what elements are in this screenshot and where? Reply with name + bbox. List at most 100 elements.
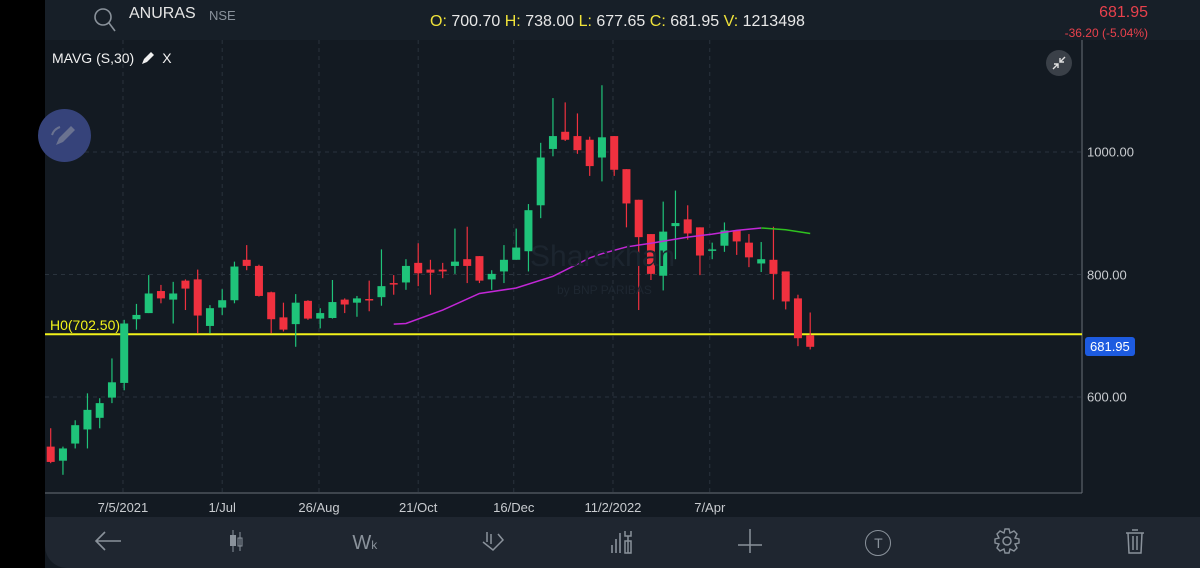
candle-body [426, 269, 435, 273]
last-price: 681.95 [1099, 4, 1148, 21]
search-icon[interactable] [92, 6, 118, 34]
settings-button[interactable] [987, 525, 1027, 561]
candle-body [499, 259, 508, 272]
candle-body [291, 302, 300, 325]
exchange-label: NSE [209, 8, 236, 23]
candle-body [683, 219, 692, 234]
collapse-arrows-icon [1052, 56, 1066, 70]
edit-pencil-icon[interactable] [140, 50, 156, 66]
time-tick-label: 16/Dec [493, 500, 535, 515]
crosshair-button[interactable] [730, 525, 770, 561]
candle-body [230, 266, 239, 301]
indicators-icon [607, 527, 637, 560]
watermark: Sharekhan [530, 240, 676, 273]
candle-body [475, 256, 484, 281]
text-tool-button[interactable]: T [858, 525, 898, 561]
price-tick-label: 800.00 [1087, 267, 1127, 282]
candle-body [389, 283, 398, 285]
candle-body [218, 300, 227, 308]
candle-body [365, 299, 374, 301]
candle-body [524, 210, 533, 252]
moving-average-tail [761, 227, 811, 235]
collapse-button[interactable] [1046, 50, 1072, 76]
candlestick-type-button[interactable] [216, 525, 256, 561]
candle-body [708, 249, 717, 251]
candle-body [181, 280, 190, 289]
candle-body [646, 234, 655, 274]
candle-body [561, 131, 570, 140]
back-icon [93, 529, 123, 558]
ohlc-readout: O: 700.70 H: 738.00 L: 677.65 C: 681.95 … [430, 13, 805, 31]
candle-body [71, 425, 80, 444]
candle-body [585, 139, 594, 167]
candle-body [573, 136, 582, 151]
draw-button[interactable] [38, 109, 91, 162]
candle-body [279, 317, 288, 330]
candle-body [744, 242, 753, 258]
symbol-name[interactable]: ANURAS [129, 5, 196, 22]
candle-body [132, 314, 141, 320]
candle-body [610, 136, 619, 170]
time-tick-label: 7/5/2021 [97, 500, 149, 515]
candle-body [95, 403, 104, 418]
candle-body [438, 269, 447, 272]
drawing-tools-button[interactable] [473, 525, 513, 561]
candle-body [695, 227, 704, 256]
pencil-icon [51, 126, 75, 145]
close-label: C: [649, 13, 666, 30]
delete-icon [1123, 527, 1147, 560]
candle-body [120, 323, 129, 383]
candle-body [169, 293, 178, 300]
candle-body [806, 335, 815, 347]
indicators-button[interactable] [602, 525, 642, 561]
back-button[interactable] [88, 525, 128, 561]
candle-body [720, 230, 729, 246]
delete-button[interactable] [1115, 525, 1155, 561]
candle-body [634, 199, 643, 238]
candle-body [352, 298, 361, 303]
candle-body [242, 259, 251, 266]
candlestick-type-icon [226, 527, 246, 560]
time-tick-label: 11/2/2022 [584, 500, 642, 515]
time-tick-label: 21/Oct [399, 500, 438, 515]
candle-body [769, 259, 778, 274]
watermark-sub: by BNP PARIBAS [557, 283, 652, 297]
candle-body [450, 261, 459, 266]
candle-body [622, 169, 631, 204]
candle-body [316, 313, 325, 319]
candle-body [46, 446, 55, 462]
volume-value: 1213498 [742, 13, 805, 30]
high-label: H: [504, 13, 521, 30]
drawing-tools-icon [479, 528, 507, 559]
current-price-tag: 681.95 [1085, 336, 1135, 356]
time-tick-label: 7/Apr [694, 500, 726, 515]
text-tool-icon: T [865, 530, 892, 556]
timeframe-icon: Wk [352, 531, 378, 554]
low-label: L: [578, 13, 592, 30]
candle-body [512, 247, 521, 260]
price-tick-label: 1000.00 [1087, 144, 1134, 160]
candle-body [328, 302, 337, 318]
candle-body [303, 300, 312, 319]
candle-body [156, 291, 165, 299]
bottom-toolbar: Wk T [45, 517, 1200, 568]
candle-body [414, 262, 423, 274]
hline-label: H0(702.50) [50, 317, 121, 333]
open-value: 700.70 [451, 13, 501, 30]
candle-body [377, 286, 386, 298]
candle-body [487, 273, 496, 280]
settings-icon [993, 527, 1021, 560]
candle-body [83, 409, 92, 430]
candle-body [536, 157, 545, 206]
open-label: O: [430, 13, 447, 30]
candle-body [107, 382, 116, 398]
timeframe-button[interactable]: Wk [345, 525, 385, 561]
volume-label: V: [723, 13, 739, 30]
candle-body [340, 299, 349, 305]
remove-indicator-button[interactable]: X [162, 50, 172, 66]
close-value: 681.95 [670, 13, 720, 30]
indicator-label[interactable]: MAVG (S,30) [52, 50, 135, 66]
candle-body [463, 259, 472, 266]
candle-body [254, 265, 263, 296]
